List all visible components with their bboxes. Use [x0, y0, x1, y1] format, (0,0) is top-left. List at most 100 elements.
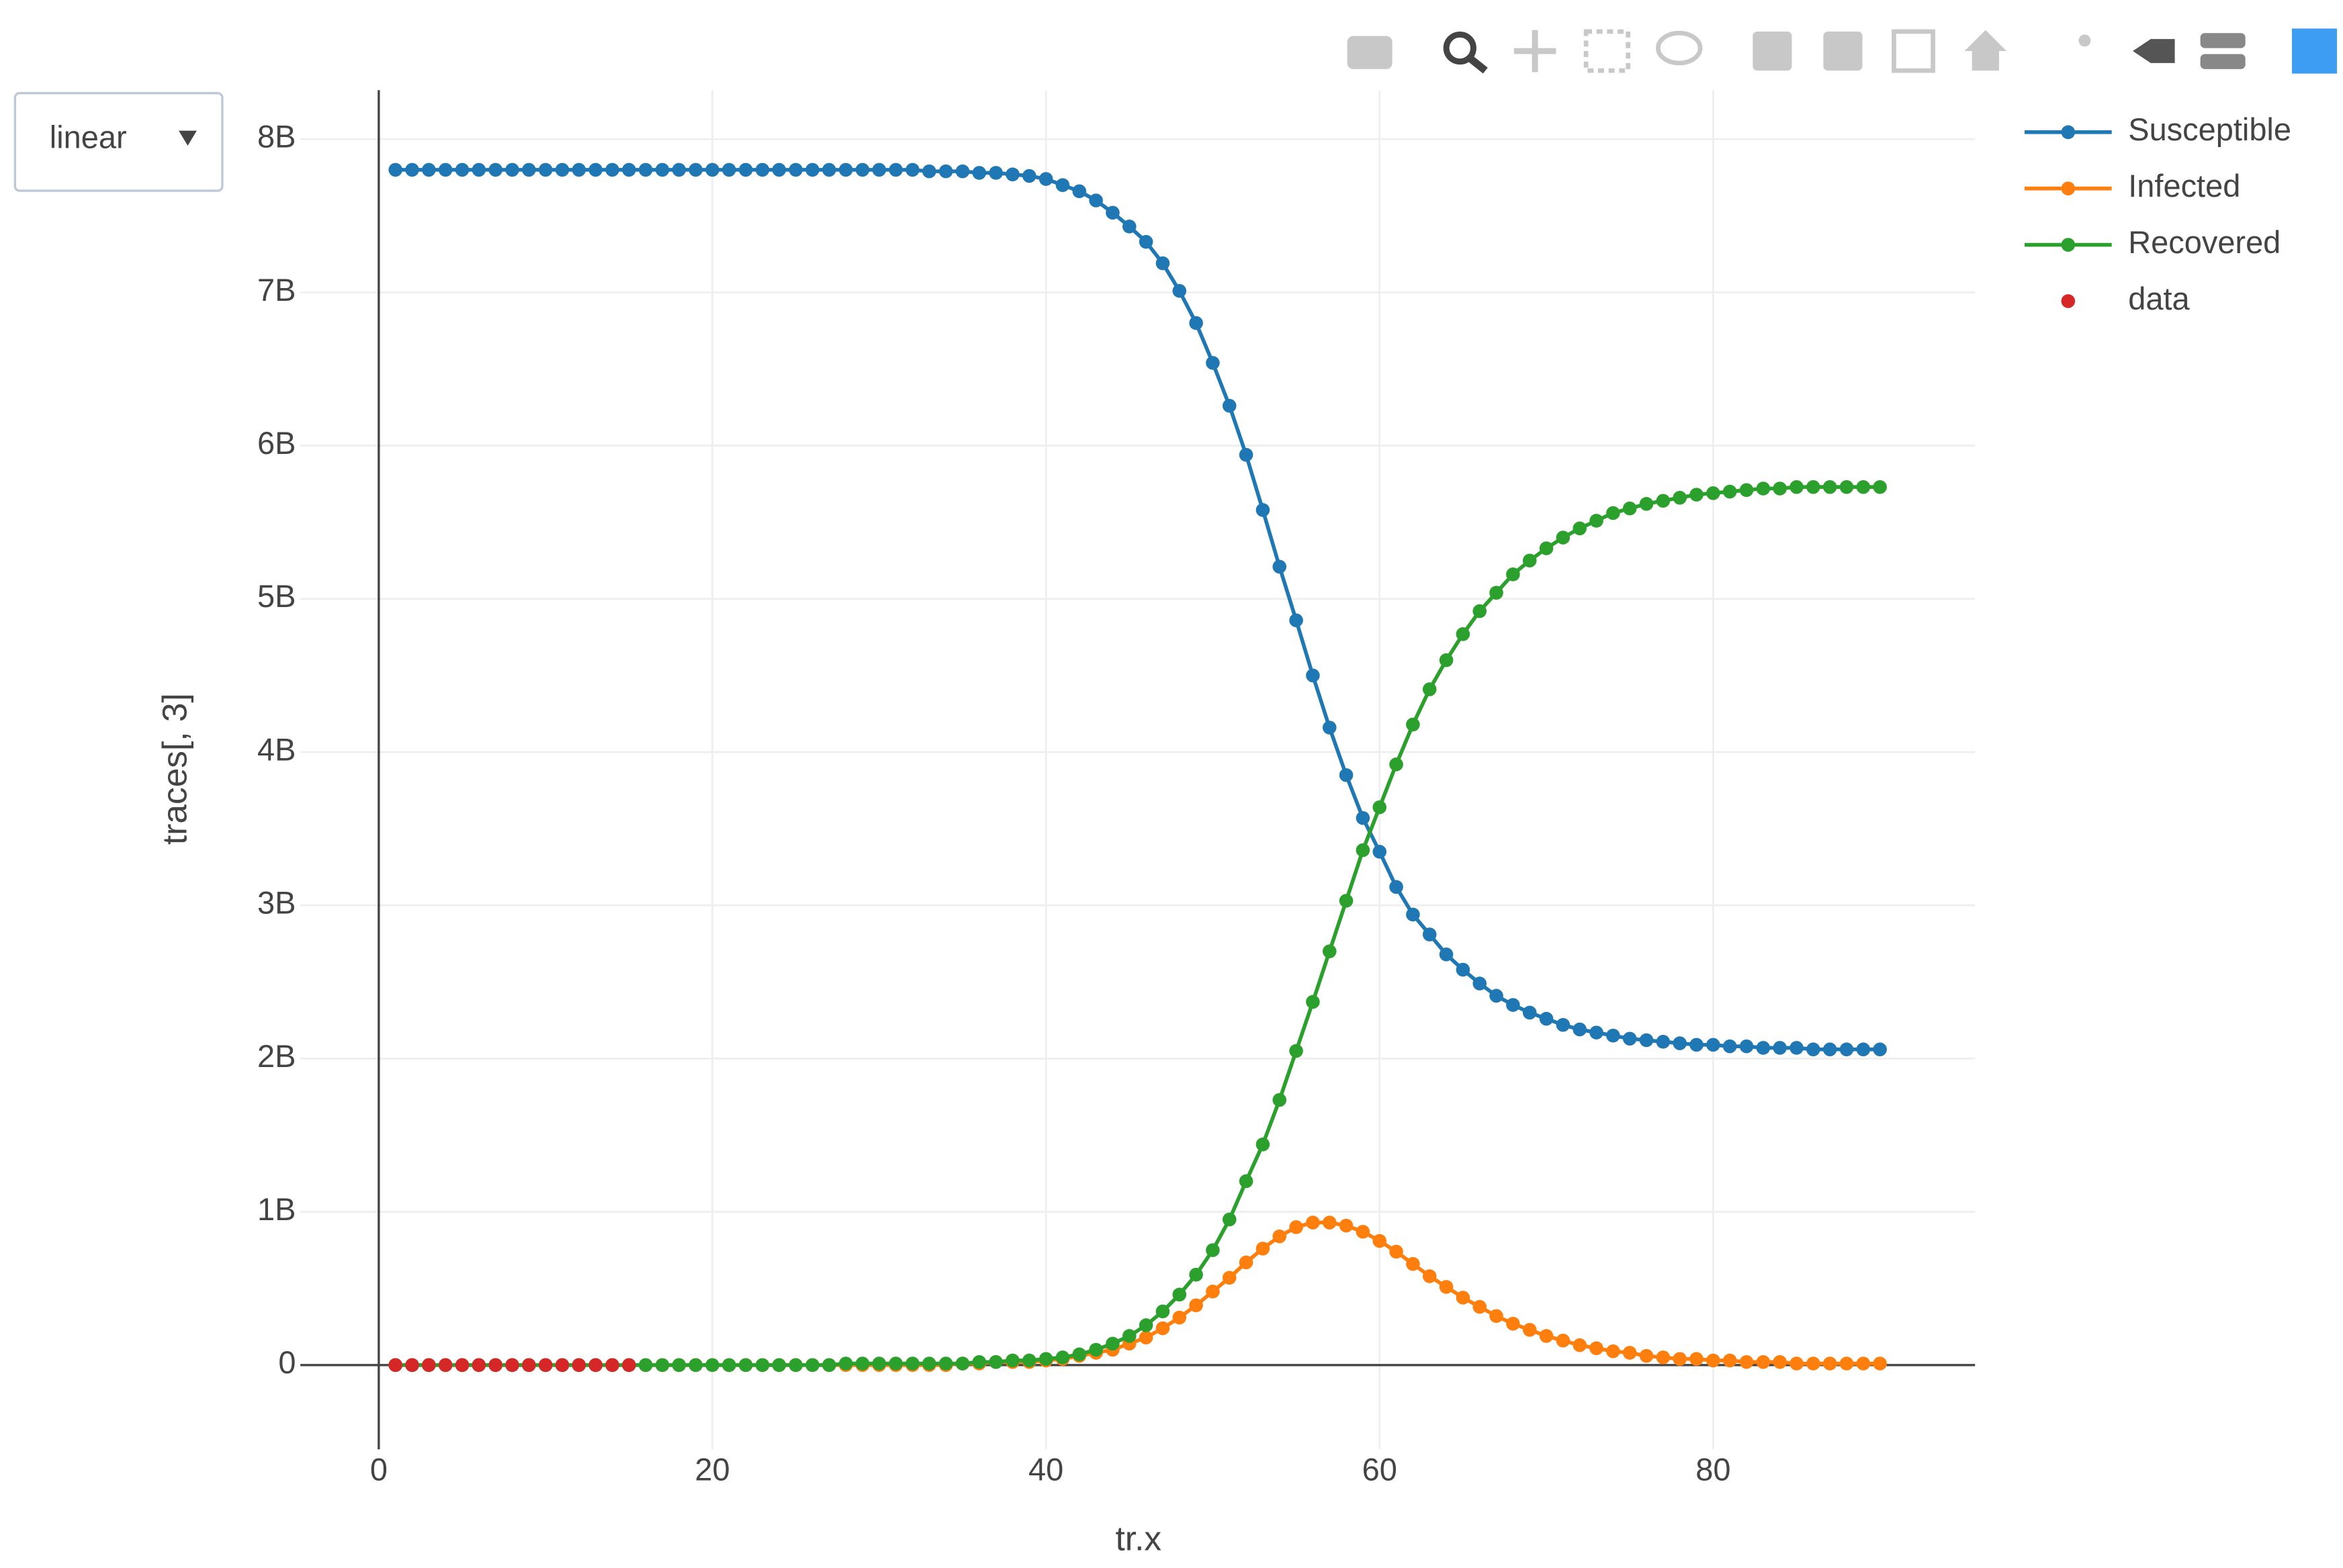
data-point [655, 163, 670, 177]
data-point [1522, 1005, 1537, 1020]
data-point [1206, 1284, 1220, 1299]
data-point [1289, 1220, 1303, 1234]
data-point [488, 163, 502, 177]
data-point [1639, 1033, 1654, 1048]
data-point [1656, 494, 1671, 508]
data-point [1839, 1356, 1854, 1371]
data-point [538, 163, 553, 177]
hover-closest-icon[interactable] [2132, 39, 2175, 63]
data-point [1022, 1353, 1036, 1368]
data-point [1722, 1039, 1737, 1054]
legend-item[interactable]: Recovered [2024, 224, 2281, 260]
data-point [1456, 962, 1470, 977]
data-point [1339, 1218, 1354, 1233]
data-point [472, 163, 486, 177]
legend-label: Susceptible [2128, 111, 2291, 147]
data-point [1773, 481, 1787, 496]
data-point [1372, 800, 1387, 815]
data-point [1189, 316, 1203, 330]
data-point [1406, 907, 1420, 922]
data-point [689, 163, 703, 177]
data-point [1689, 488, 1704, 502]
data-point [1839, 1042, 1854, 1057]
zoom-in-icon[interactable] [1753, 31, 1792, 71]
reset-icon[interactable] [1964, 30, 2007, 71]
spike-icon[interactable] [2078, 34, 2091, 47]
legend-item[interactable]: data [2061, 281, 2191, 316]
data-point [1756, 1354, 1771, 1369]
data-point [1289, 613, 1303, 628]
y-tick-label: 6B [257, 425, 296, 461]
data-point [638, 163, 653, 177]
data-point [1322, 944, 1337, 958]
plotly-logo[interactable] [2291, 28, 2338, 74]
data-point [672, 1358, 687, 1373]
data-point [1489, 988, 1503, 1003]
data-point [1589, 1025, 1603, 1040]
data-point [805, 1358, 820, 1373]
y-tick-label: 5B [257, 578, 296, 614]
data-point [1556, 1334, 1571, 1348]
legend-item[interactable]: Infected [2024, 168, 2240, 203]
data-point [472, 1358, 486, 1373]
y-tick-label: 0 [278, 1344, 296, 1380]
lasso-icon[interactable] [1656, 30, 1703, 66]
data-point [1022, 169, 1036, 183]
box-select-icon[interactable] [1583, 29, 1631, 73]
data-point [1239, 1174, 1253, 1189]
data-point [1289, 1044, 1303, 1058]
autoscale-icon[interactable] [1892, 29, 1935, 73]
data-point [1172, 1287, 1187, 1302]
x-axis-title: tr.x [1116, 1518, 1162, 1557]
data-point [705, 163, 719, 177]
data-point [588, 1358, 603, 1373]
y-tick-label: 8B [257, 119, 296, 154]
dropdown-box[interactable] [13, 91, 224, 192]
data-point [605, 1358, 619, 1373]
data-point [622, 163, 636, 177]
data-point [972, 166, 987, 180]
data-point [455, 163, 470, 177]
legend: Susceptible Infected Recovered data [2024, 111, 2291, 316]
data-point [1255, 1242, 1270, 1256]
data-point [388, 163, 403, 177]
data-point [1206, 356, 1220, 370]
data-point [1739, 1039, 1754, 1054]
legend-item[interactable]: Susceptible [2024, 111, 2291, 147]
zoom-icon[interactable] [1443, 31, 1476, 65]
data-point [1239, 448, 1253, 462]
data-point [1873, 1356, 1887, 1371]
plot-area [388, 163, 1887, 1373]
data-point [855, 163, 870, 177]
dropdown-arrow [179, 130, 197, 146]
data-point [1806, 1042, 1820, 1057]
data-point [1622, 1031, 1637, 1046]
data-point [1106, 1336, 1120, 1351]
data-point [1172, 1310, 1187, 1325]
data-point [1356, 811, 1370, 825]
data-point [1806, 479, 1820, 494]
data-point [1439, 1280, 1454, 1294]
data-point [822, 163, 836, 177]
data-point [588, 163, 603, 177]
data-point [1606, 1344, 1620, 1358]
data-point [1306, 668, 1320, 683]
data-point [1756, 1041, 1771, 1055]
data-point [1439, 947, 1454, 962]
data-point [1539, 541, 1554, 555]
data-point [1539, 1329, 1554, 1343]
legend-marker [2061, 125, 2076, 140]
data-point [1072, 1347, 1087, 1362]
data-point [1856, 1356, 1871, 1371]
data-point [1472, 976, 1487, 990]
data-point [572, 163, 586, 177]
data-point [555, 1358, 570, 1373]
camera-icon[interactable] [1347, 36, 1392, 69]
hover-compare-icon[interactable] [2200, 33, 2246, 48]
zoom-out-icon[interactable] [1823, 31, 1863, 71]
data-point [938, 164, 953, 179]
pan-icon[interactable] [1513, 30, 1556, 73]
scale-dropdown[interactable]: linear [13, 91, 224, 192]
data-point [1756, 481, 1771, 496]
data-point [1656, 1350, 1671, 1365]
